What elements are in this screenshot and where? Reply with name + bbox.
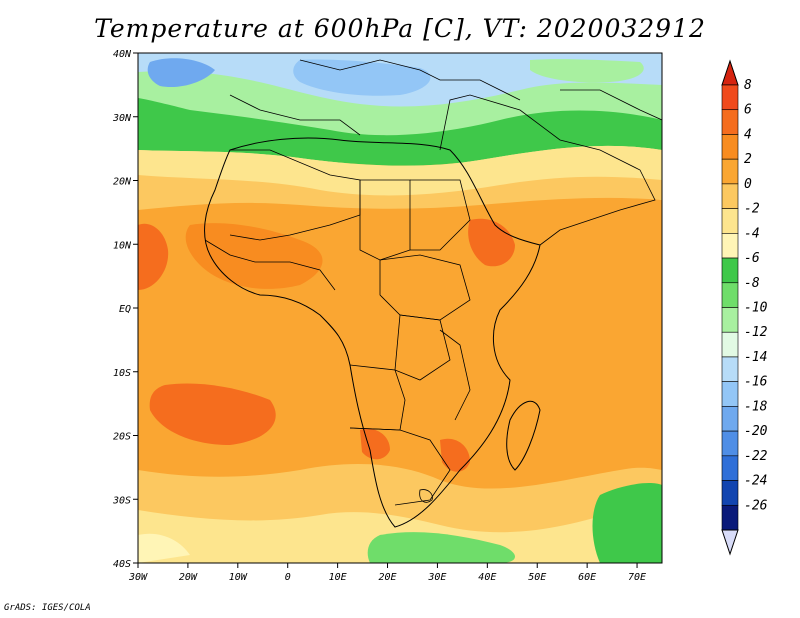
lon-tick-label: 70E	[628, 572, 646, 583]
colorbar-top-arrow	[721, 59, 739, 86]
credit-text: GrADS: IGES/COLA	[4, 603, 91, 613]
lat-tick-label: 10N	[113, 240, 132, 251]
colorbar-label: 0	[744, 177, 752, 192]
colorbar-swatch	[721, 282, 739, 308]
chart-title: Temperature at 600hPa [C], VT: 202003291…	[94, 14, 706, 43]
colorbar-label: -14	[744, 350, 767, 365]
lon-tick-label: 30W	[128, 572, 148, 583]
colorbar-swatch	[721, 480, 739, 506]
colorbar-swatch	[721, 183, 739, 209]
colorbar-swatch	[721, 233, 739, 259]
colorbar-swatch	[721, 84, 739, 111]
lon-tick-label: 20E	[378, 572, 396, 583]
lon-tick-label: 40E	[478, 572, 496, 583]
colorbar-label: 4	[744, 127, 752, 142]
colorbar-swatch	[721, 158, 739, 185]
colorbar-swatch	[721, 455, 739, 481]
temperature-field	[138, 53, 662, 563]
colorbar-swatch	[721, 134, 739, 160]
lon-tick-label: 10W	[229, 572, 248, 583]
colorbar-label: 2	[744, 152, 752, 167]
colorbar-swatch	[721, 406, 739, 432]
colorbar-bottom-arrow	[721, 529, 739, 556]
colorbar-label: -16	[744, 375, 768, 390]
lat-tick-label: 10S	[113, 368, 131, 379]
colorbar-swatch	[721, 504, 739, 531]
colorbar-swatch	[721, 208, 739, 234]
lon-tick-label: 10E	[329, 572, 347, 583]
lon-tick-label: 50E	[528, 572, 546, 583]
colorbar-label: -2	[744, 202, 760, 217]
lat-tick-label: 30N	[112, 113, 132, 124]
colorbar-label: -26	[744, 498, 768, 513]
lon-tick-label: 60E	[578, 572, 596, 583]
colorbar-swatch	[721, 331, 739, 358]
colorbar-label: -22	[744, 449, 768, 464]
lat-tick-label: 30S	[112, 495, 131, 506]
colorbar-label: 8	[744, 78, 752, 93]
lon-tick-label: 20W	[179, 572, 198, 583]
colorbar-label: -6	[744, 251, 760, 266]
colorbar-swatch	[721, 257, 739, 284]
lat-tick-label: EQ	[119, 304, 131, 315]
colorbar-label: -4	[744, 226, 760, 241]
lat-tick-label: 40N	[113, 49, 132, 60]
lon-tick-label: 30E	[427, 572, 446, 583]
colorbar-label: -20	[744, 424, 768, 439]
colorbar-label: -12	[744, 325, 768, 340]
colorbar-swatch	[721, 430, 739, 457]
colorbar-swatch	[721, 109, 739, 135]
lat-tick-label: 20S	[113, 432, 131, 443]
lon-tick-label: 0	[285, 572, 291, 583]
colorbar-swatch	[721, 381, 739, 407]
colorbar-label: -10	[744, 301, 768, 316]
colorbar-label: -8	[744, 276, 760, 291]
axis-ticks: 30W 20W 10W 0 10E 20E 30E 40E 50E 60E 70E 40N 30N 20N…	[112, 49, 646, 583]
colorbar: 8 6 4 2 0 -2 -4 -6 -8 -10 -12 -14 -16 -18 -20 -22 -24 -26	[721, 59, 768, 556]
colorbar-swatch	[721, 356, 739, 382]
lat-tick-label: 40S	[113, 559, 131, 570]
colorbar-label: 6	[744, 103, 752, 118]
lat-tick-label: 20N	[113, 177, 132, 188]
colorbar-swatch	[721, 307, 739, 333]
colorbar-label: -18	[744, 399, 768, 414]
colorbar-label: -24	[744, 474, 767, 489]
